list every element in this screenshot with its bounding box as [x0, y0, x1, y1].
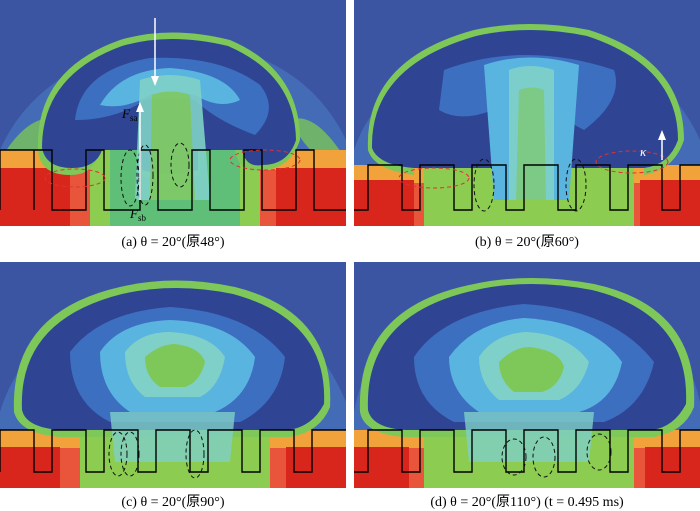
panel-d — [354, 262, 700, 488]
force-sb-label: Fsb — [129, 206, 146, 223]
panel-a: Fsa Fsb — [0, 0, 346, 226]
caption-b: (b) θ = 20°(原60°) — [475, 235, 579, 250]
panel-b: κ — [354, 0, 700, 226]
panel-c — [0, 262, 346, 488]
caption-c: (c) θ = 20°(原90°) — [121, 495, 225, 510]
caption-a: (a) θ = 20°(原48°) — [121, 235, 225, 250]
contour-plot-b: κ — [354, 0, 700, 226]
contour-plot-a: Fsa Fsb — [0, 0, 346, 226]
force-sa-label: Fsa — [121, 106, 137, 123]
contour-plot-d — [354, 262, 700, 488]
curvature-label: κ — [640, 144, 647, 159]
contour-plot-c — [0, 262, 346, 488]
caption-d: (d) θ = 20°(原110°) (t = 0.495 ms) — [430, 495, 624, 510]
